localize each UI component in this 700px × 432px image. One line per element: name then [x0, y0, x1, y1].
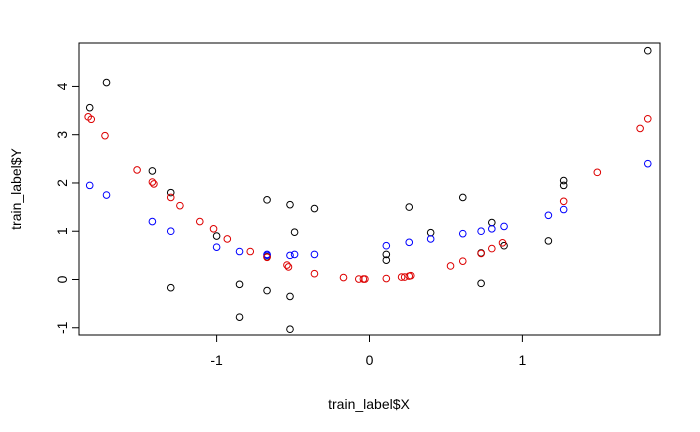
data-point [458, 229, 467, 238]
data-point [477, 279, 485, 288]
data-point [310, 250, 319, 259]
data-point [488, 244, 496, 253]
data-point [559, 205, 568, 214]
data-point [263, 251, 271, 260]
data-point [559, 197, 568, 206]
data-point [286, 200, 294, 209]
data-points [84, 46, 652, 334]
data-point [102, 191, 111, 199]
data-point [593, 168, 602, 177]
data-point [310, 269, 319, 278]
data-point [166, 193, 175, 202]
data-point [101, 131, 109, 140]
y-tick-label: 4 [54, 82, 70, 90]
data-point [488, 218, 496, 227]
data-point [405, 203, 414, 211]
data-point [148, 217, 157, 226]
data-point [263, 196, 271, 204]
data-point [397, 273, 406, 281]
data-point [195, 217, 204, 226]
data-point [643, 159, 652, 168]
x-tick-label: 1 [518, 352, 526, 368]
y-tick-label: 0 [54, 275, 70, 283]
data-point [235, 313, 244, 321]
data-point [102, 78, 111, 87]
data-point [85, 181, 94, 190]
data-point [643, 114, 652, 123]
data-point [263, 253, 271, 262]
data-point [426, 228, 435, 237]
data-point [477, 227, 485, 236]
data-point [544, 237, 553, 245]
data-point [235, 280, 244, 289]
data-point [643, 46, 652, 55]
data-point [544, 211, 553, 220]
data-point [286, 292, 294, 301]
data-point [286, 325, 294, 334]
data-point [263, 286, 271, 295]
data-point [223, 235, 232, 243]
data-point [283, 261, 291, 269]
data-point [500, 222, 508, 231]
data-point [382, 256, 391, 264]
data-point [176, 201, 184, 210]
y-tick-label: 3 [54, 131, 70, 139]
data-point [284, 263, 293, 271]
data-point [310, 204, 319, 213]
y-tick-label: 1 [54, 227, 70, 235]
data-point [498, 239, 507, 247]
data-point [382, 274, 391, 283]
data-point [406, 271, 415, 280]
data-point [85, 103, 94, 112]
data-point [286, 251, 294, 260]
data-point [559, 181, 568, 190]
data-point [477, 249, 485, 258]
data-point [212, 232, 221, 240]
data-point [382, 241, 391, 250]
data-point [290, 250, 299, 259]
data-point [166, 283, 175, 292]
data-point [382, 250, 391, 259]
data-point [559, 176, 568, 185]
data-point [405, 238, 414, 247]
data-point [488, 225, 496, 233]
y-axis-title: train_label$Y [8, 147, 24, 229]
data-point [361, 275, 369, 283]
data-point [359, 275, 368, 283]
y-tick-label: -1 [54, 321, 70, 334]
data-point [446, 262, 455, 270]
data-point [235, 247, 244, 256]
data-point [636, 124, 644, 133]
data-point [458, 257, 467, 265]
data-point [209, 225, 218, 233]
plot-frame [78, 42, 661, 336]
data-point [148, 167, 157, 175]
data-point [246, 247, 255, 256]
data-point [290, 228, 299, 236]
data-point [458, 193, 467, 202]
data-point [87, 115, 96, 124]
x-tick-label: 0 [366, 352, 374, 368]
data-point [426, 235, 435, 243]
data-point [166, 227, 175, 236]
x-tick-label: -1 [210, 352, 223, 368]
y-tick-label: 2 [54, 179, 70, 187]
data-point [150, 180, 158, 188]
data-point [166, 188, 175, 197]
data-point [339, 273, 348, 282]
y-axis: -1 0 1 2 3 4 [54, 82, 80, 334]
x-axis: -1 0 1 [210, 334, 526, 368]
x-axis-title: train_label$X [328, 396, 410, 412]
data-point [133, 166, 141, 174]
data-point [212, 243, 221, 251]
data-point [148, 178, 157, 186]
